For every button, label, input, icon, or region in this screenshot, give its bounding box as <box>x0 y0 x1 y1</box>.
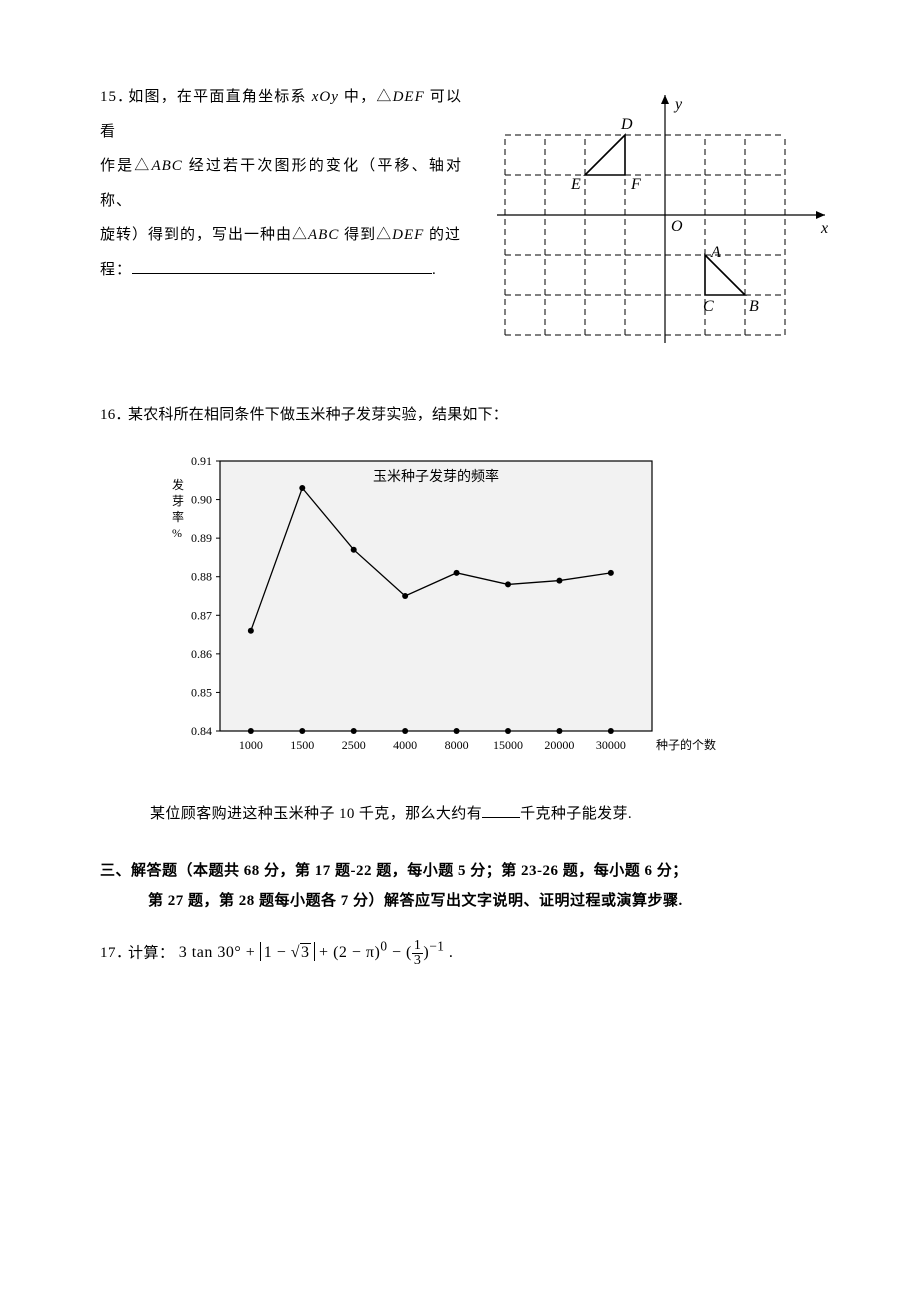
svg-text:20000: 20000 <box>544 738 574 752</box>
q15-text: 15．如图，在平面直角坐标系 xOy 中，△DEF 可以看 作是△ABC 经过若… <box>100 80 470 287</box>
svg-text:y: y <box>673 96 683 113</box>
question-16: 16．某农科所在相同条件下做玉米种子发芽实验，结果如下： 玉米种子发芽的频率发芽… <box>100 401 840 829</box>
svg-text:D: D <box>620 116 633 133</box>
svg-text:0.88: 0.88 <box>191 570 212 584</box>
q15-answer-blank[interactable] <box>132 273 432 274</box>
svg-text:4000: 4000 <box>393 738 417 752</box>
coordinate-grid-svg: D E F A B C Ox y <box>480 80 840 360</box>
svg-text:0.84: 0.84 <box>191 724 212 738</box>
svg-text:%: % <box>172 526 182 540</box>
svg-text:玉米种子发芽的频率: 玉米种子发芽的频率 <box>373 468 499 485</box>
svg-text:种子的个数: 种子的个数 <box>656 737 716 752</box>
question-15: 15．如图，在平面直角坐标系 xOy 中，△DEF 可以看 作是△ABC 经过若… <box>100 80 840 371</box>
svg-text:率: 率 <box>172 509 184 524</box>
svg-text:0.85: 0.85 <box>191 685 212 699</box>
svg-text:0.91: 0.91 <box>191 454 212 468</box>
q16-answer-blank[interactable] <box>482 817 520 818</box>
svg-text:0.90: 0.90 <box>191 493 212 507</box>
svg-text:1500: 1500 <box>290 738 314 752</box>
svg-text:30000: 30000 <box>596 738 626 752</box>
q15-diagram: D E F A B C Ox y <box>480 80 840 371</box>
exam-page: 15．如图，在平面直角坐标系 xOy 中，△DEF 可以看 作是△ABC 经过若… <box>0 0 920 1009</box>
svg-text:E: E <box>570 176 581 193</box>
svg-text:0.87: 0.87 <box>191 608 212 622</box>
svg-text:0.89: 0.89 <box>191 531 212 545</box>
question-17: 17．计算： 3 tan 30° + 1 − 3 + (2 − π)0 − (1… <box>100 934 840 969</box>
q16-chart: 玉米种子发芽的频率发芽率% 0.84 0.85 0.86 0.87 0.88 0.89 0.9… <box>150 447 840 788</box>
fraction: 13 <box>412 939 424 968</box>
svg-text:8000: 8000 <box>445 738 469 752</box>
svg-text:C: C <box>703 298 714 315</box>
svg-text:B: B <box>749 298 759 315</box>
q16-intro: 16．某农科所在相同条件下做玉米种子发芽实验，结果如下： <box>100 401 840 430</box>
svg-text:x: x <box>820 220 828 237</box>
svg-text:芽: 芽 <box>172 494 184 508</box>
svg-text:发: 发 <box>172 477 184 492</box>
germination-chart-svg: 玉米种子发芽的频率发芽率% 0.84 0.85 0.86 0.87 0.88 0.89 0.9… <box>150 447 740 777</box>
q17-expression: 3 tan 30° + 1 − 3 + (2 − π)0 − (13)−1 . <box>179 944 454 961</box>
svg-text:2500: 2500 <box>342 738 366 752</box>
q15-number: 15． <box>100 80 128 115</box>
q16-question: 某位顾客购进这种玉米种子 10 千克，那么大约有千克种子能发芽. <box>150 800 840 829</box>
svg-text:A: A <box>710 244 721 261</box>
svg-text:O: O <box>671 218 683 235</box>
svg-text:15000: 15000 <box>493 738 523 752</box>
svg-text:1000: 1000 <box>239 738 263 752</box>
svg-text:0.86: 0.86 <box>191 647 212 661</box>
abs-expr: 1 − 3 <box>260 942 315 961</box>
section-three-heading: 三、解答题（本题共 68 分，第 17 题-22 题，每小题 5 分；第 23-… <box>100 856 840 916</box>
svg-text:F: F <box>630 176 641 193</box>
